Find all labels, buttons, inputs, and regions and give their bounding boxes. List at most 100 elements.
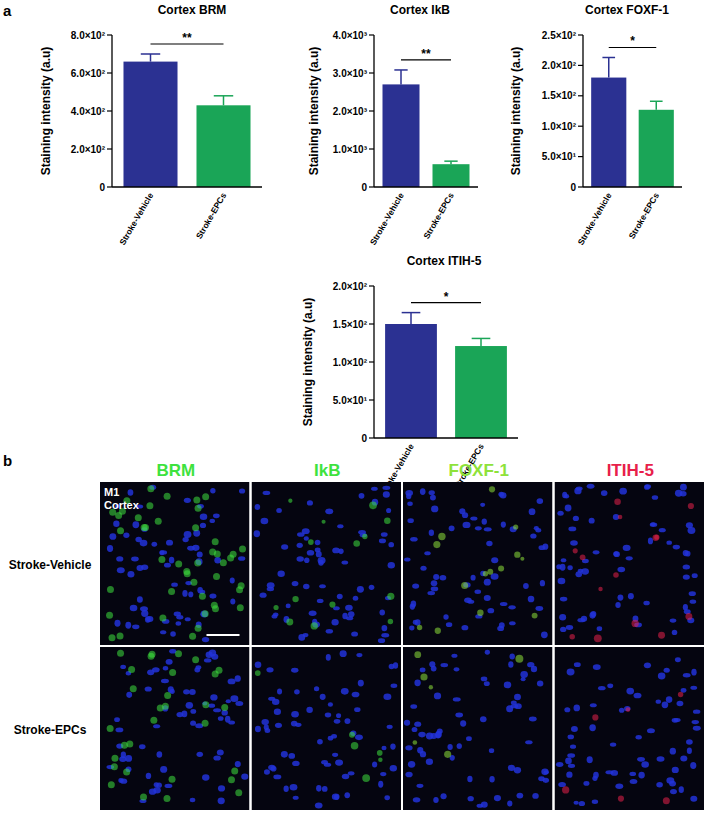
nucleus [489,776,494,783]
nucleus [538,776,545,781]
stain [514,551,520,557]
nucleus [528,596,535,603]
stain [199,593,206,600]
nucleus [115,727,123,732]
bar [591,78,626,187]
x-axis [583,186,682,187]
nucleus [644,662,651,668]
nucleus [292,761,300,766]
stain [614,499,621,506]
stain [192,524,199,531]
nucleus [263,491,271,495]
nucleus [666,696,673,703]
nucleus [260,593,267,598]
nucleus [337,594,343,599]
nucleus [626,688,634,695]
nucleus [610,742,616,746]
nucleus [196,752,203,757]
error-cap [394,69,407,71]
micrograph-bg [403,647,553,810]
stain [349,732,355,738]
nucleus [427,591,435,595]
nucleus [277,689,282,695]
nucleus [643,601,649,606]
stain [353,540,360,547]
nucleus [157,751,163,757]
nucleus [183,689,190,694]
nucleus [130,605,138,612]
nucleus [619,708,624,713]
nucleus [429,490,435,495]
nucleus [647,728,655,733]
stain [195,505,202,512]
nucleus [109,533,116,540]
nucleus [202,774,209,780]
chart-title: Cortex ITIH-5 [407,254,482,268]
nucleus [431,580,438,586]
nucleus [114,620,120,627]
stain [351,742,359,750]
nucleus [565,504,572,511]
row-label: Stroke-EPCs [14,723,87,737]
nucleus [574,487,581,494]
nucleus [690,762,696,769]
stain [169,669,176,676]
nucleus [433,574,439,580]
tick [107,148,112,149]
nucleus [614,551,620,557]
nucleus [238,556,245,561]
nucleus [344,718,350,724]
nucleus [351,631,358,636]
nucleus [574,662,581,667]
tick-label: 4.0×10² [71,106,106,117]
stain [413,740,418,745]
nucleus [508,605,515,609]
nucleus [516,793,523,799]
stain [202,610,209,617]
nucleus [326,654,331,661]
micrograph [100,647,250,810]
plot-area [123,54,250,187]
nucleus [272,699,280,705]
stain [175,650,182,657]
nucleus [407,518,413,523]
nucleus [679,786,684,793]
nucleus [592,776,597,781]
nucleus [587,484,595,489]
nucleus [683,550,689,556]
stain [111,755,118,762]
tick-label: 0 [99,182,105,193]
nucleus [477,804,484,808]
nucleus [296,556,303,561]
stain [532,613,538,619]
nucleus [358,680,364,687]
tick [578,95,583,96]
nucleus [656,699,661,703]
x-axis [112,186,262,187]
stain [115,512,122,519]
nucleus [677,701,684,706]
micrograph [252,482,402,645]
nucleus [568,527,576,532]
chart-title: Cortex FOXF-1 [585,3,669,17]
axis-label: Staining intensity (a.u) [39,47,53,176]
nucleus [137,596,143,602]
tick [369,72,374,73]
nucleus [571,726,578,732]
nucleus [504,682,511,689]
nucleus [141,564,148,570]
nucleus [316,785,321,792]
nucleus [689,591,696,596]
stain [163,795,170,802]
nucleus [460,720,466,726]
nucleus [561,558,567,562]
nucleus [388,562,395,568]
nucleus [648,538,653,545]
stain [164,493,171,500]
nucleus [568,735,574,740]
stain [569,634,575,640]
tick [369,148,374,149]
nucleus [629,772,636,776]
nucleus [281,544,288,549]
nucleus [182,590,187,597]
